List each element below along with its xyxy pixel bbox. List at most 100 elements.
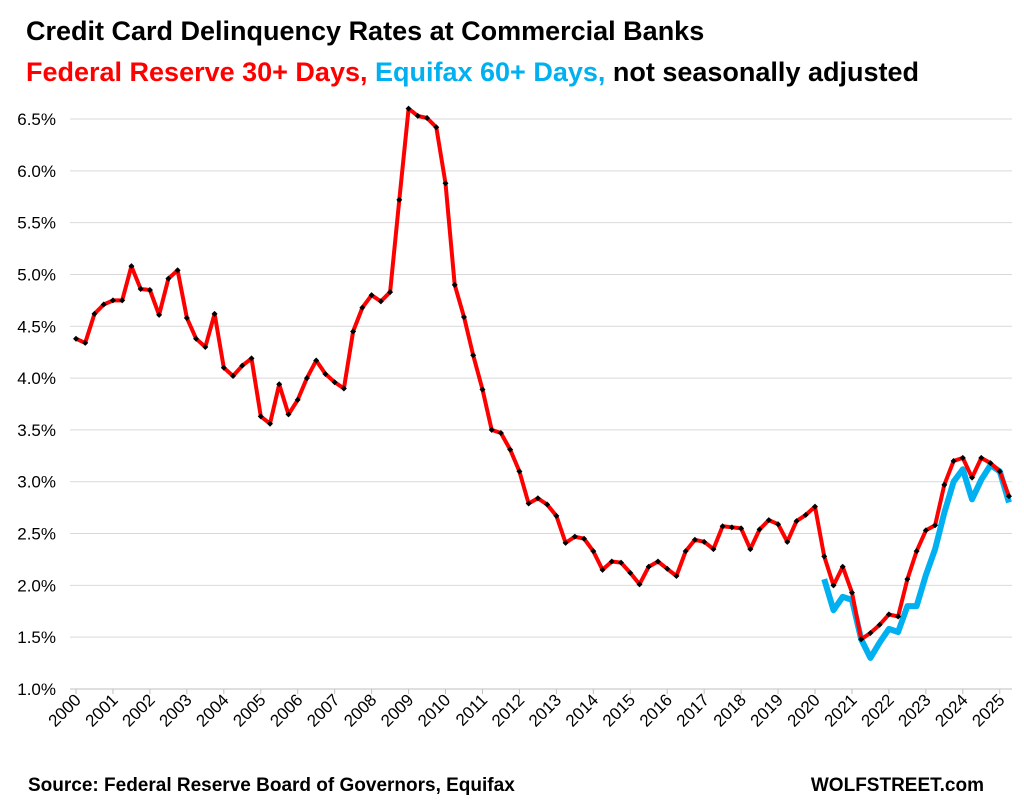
y-tick-label: 5.5% [17,214,56,233]
y-tick-label: 6.0% [17,162,56,181]
data-point [848,589,855,596]
x-tick-label: 2003 [155,690,195,730]
x-tick-label: 2012 [488,690,528,730]
data-point [146,287,153,293]
data-point [553,512,560,519]
data-point [220,364,227,371]
data-point [193,335,200,342]
data-point [516,468,523,475]
data-point [673,573,680,580]
data-point [544,501,551,508]
data-point [802,511,809,518]
data-line [75,106,1011,642]
data-point [922,527,929,534]
data-point [451,281,458,288]
data-point [424,114,431,121]
data-point [599,566,606,573]
y-tick-label: 4.5% [17,317,56,336]
data-point [368,292,375,299]
data-point [387,289,394,296]
data-point [257,413,264,420]
data-point [701,538,708,545]
data-point [719,523,726,530]
data-point [1006,493,1012,500]
y-tick-label: 3.0% [17,473,56,492]
data-point [100,301,107,308]
x-tick-label: 2010 [414,690,454,730]
data-point [996,468,1003,475]
data-point [830,582,837,589]
data-point [460,313,467,320]
source: Source: Federal Reserve Board of Governo… [28,775,515,796]
data-point [728,524,735,531]
data-point [266,420,273,427]
data-point [987,460,994,467]
data-point [941,481,948,488]
data-point [442,180,449,187]
data-point [895,613,902,620]
x-tick-label: 2015 [599,690,639,730]
data-point [525,500,532,507]
x-tick-label: 2017 [673,690,713,730]
y-tick-label: 1.5% [17,628,56,647]
data-point [331,379,338,386]
data-point [682,548,689,555]
data-point [581,535,588,542]
data-point [211,310,218,317]
data-point [377,298,384,305]
data-point [645,563,652,570]
data-point [867,630,874,637]
data-point [350,328,357,335]
data-point [73,335,79,342]
data-point [137,285,144,292]
data-line [821,462,1012,661]
data-point [691,536,698,543]
data-point [294,396,301,403]
x-tick-label: 2004 [192,690,232,730]
y-tick-label: 2.5% [17,525,56,544]
x-tick-label: 2019 [747,690,787,730]
x-tick-label: 2018 [710,690,750,730]
data-point [109,297,116,304]
data-point [507,446,514,453]
data-point [654,558,661,565]
data-point [738,525,745,532]
data-point [812,503,819,510]
data-point [858,636,865,643]
data-point [285,411,292,418]
y-tick-label: 1.0% [17,680,56,699]
data-point [359,304,366,311]
data-point [876,621,883,628]
legend-entry: Federal Reserve 30+ Days, [26,57,367,87]
data-point [91,310,98,317]
data-point [322,370,329,377]
y-tick-label: 6.5% [17,110,56,129]
data-point [747,546,754,553]
data-point [839,563,846,570]
data-point [978,454,985,461]
x-tick-label: 2016 [636,690,676,730]
data-point [340,385,347,392]
data-point [969,474,976,481]
data-point [128,263,135,270]
data-point [433,124,440,131]
data-point [119,297,126,304]
credit: WOLFSTREET.com [811,775,984,796]
data-point [534,495,541,502]
x-tick-label: 2022 [858,690,898,730]
data-point [904,576,911,583]
x-tick-label: 2024 [931,690,971,730]
y-tick-label: 3.5% [17,421,56,440]
data-point [183,314,190,321]
x-tick-label: 2020 [784,690,824,730]
data-point [932,522,939,529]
data-point [230,373,237,380]
data-point [885,611,892,618]
y-tick-label: 4.0% [17,369,56,388]
data-point [618,559,625,566]
x-tick-label: 2001 [82,690,122,730]
x-tick-label: 2008 [340,690,380,730]
data-point [608,558,615,565]
data-point [775,521,782,528]
